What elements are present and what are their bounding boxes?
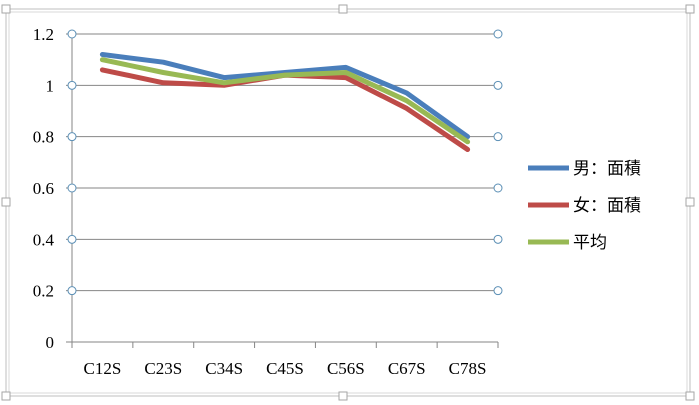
plot-area-handle[interactable] <box>67 29 77 39</box>
series-lines <box>99 52 471 152</box>
plot-area-handle[interactable] <box>493 29 503 39</box>
resize-handle[interactable] <box>685 197 695 207</box>
plot-area-handle[interactable] <box>493 234 503 244</box>
plot-area-handle[interactable] <box>67 234 77 244</box>
plot-area-handle[interactable] <box>67 183 77 193</box>
y-tick-label: 0.2 <box>33 282 54 301</box>
y-tick-label: 1.2 <box>33 25 54 44</box>
series-line <box>99 57 471 145</box>
x-axis-tick-labels: C12S C23S C34S C45S C56S C67S C78S <box>84 359 487 378</box>
selection-handles[interactable] <box>1 4 695 401</box>
gridlines <box>72 33 498 292</box>
y-tick-label: 0.6 <box>33 179 54 198</box>
resize-handle[interactable] <box>685 391 695 401</box>
x-tick-label: C34S <box>205 359 243 378</box>
x-tick-label: C45S <box>266 359 304 378</box>
resize-handle[interactable] <box>1 4 11 14</box>
legend-label: 平均 <box>573 233 607 253</box>
plot-area-handle[interactable] <box>493 286 503 296</box>
resize-handle[interactable] <box>1 197 11 207</box>
plot-area-handle[interactable] <box>493 183 503 193</box>
y-axis-tick-labels: 0 0.2 0.4 0.6 0.8 1 1.2 <box>33 25 55 352</box>
resize-handle[interactable] <box>1 391 11 401</box>
x-tick-label: C23S <box>144 359 182 378</box>
resize-handle[interactable] <box>685 4 695 14</box>
y-tick-label: 0.8 <box>33 128 54 147</box>
y-tick-label: 1 <box>46 76 55 95</box>
series-line <box>99 52 471 140</box>
plot-area-handle[interactable] <box>67 80 77 90</box>
plot-area-handle[interactable] <box>67 132 77 142</box>
y-tick-label: 0.4 <box>33 230 55 249</box>
plot-area-handle[interactable] <box>493 132 503 142</box>
plot-area-handle[interactable] <box>493 80 503 90</box>
resize-handle[interactable] <box>338 391 348 401</box>
x-tick-label: C12S <box>84 359 122 378</box>
plot-area-handle[interactable] <box>67 286 77 296</box>
y-tick-label: 0 <box>46 333 55 352</box>
legend-label: 男：面積 <box>573 159 641 179</box>
x-tick-label: C56S <box>327 359 365 378</box>
x-tick-label: C78S <box>449 359 487 378</box>
x-tick-label: C67S <box>388 359 426 378</box>
resize-handle[interactable] <box>338 4 348 14</box>
legend-label: 女：面積 <box>573 196 641 216</box>
